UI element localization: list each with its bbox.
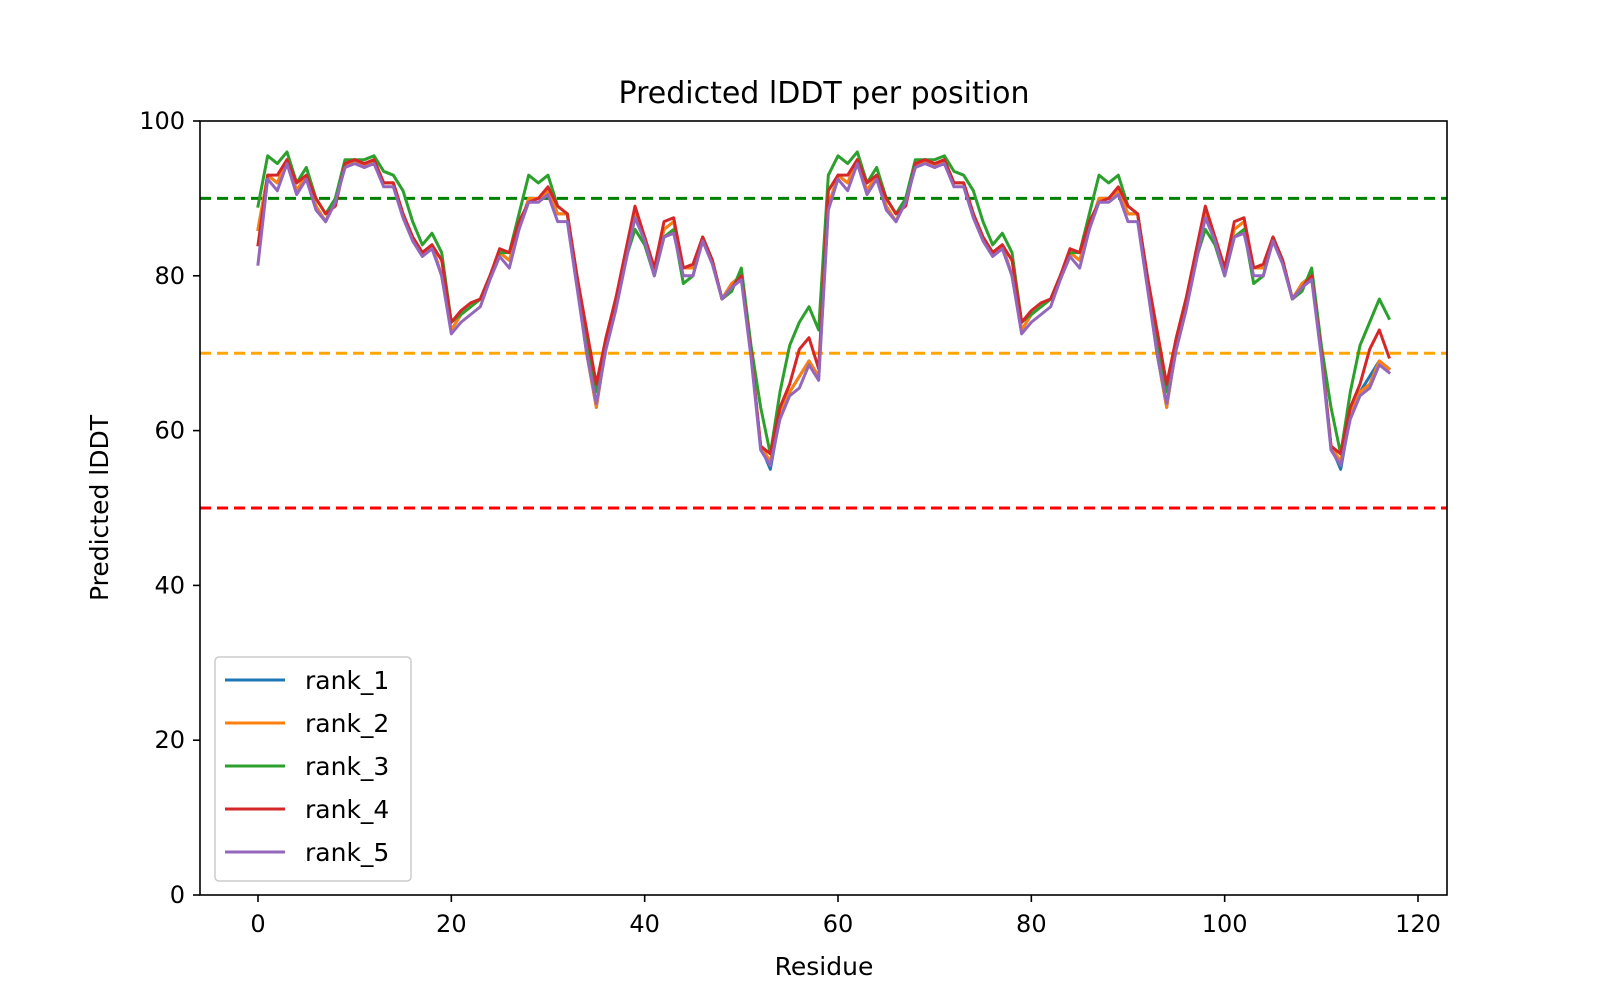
legend-label-rank_1: rank_1 xyxy=(305,666,389,695)
x-tick-label: 60 xyxy=(823,910,854,938)
legend-label-rank_4: rank_4 xyxy=(305,795,389,824)
series-layer xyxy=(256,150,1392,471)
series-line-rank_5 xyxy=(256,162,1392,467)
x-axis: 0 20 40 60 80 100 120 xyxy=(250,895,1441,938)
x-tick-label: 40 xyxy=(629,910,660,938)
legend-label-rank_3: rank_3 xyxy=(305,752,389,781)
legend: rank_1 rank_2 rank_3 rank_4 rank_5 xyxy=(214,656,412,882)
y-tick-label: 0 xyxy=(170,881,185,909)
y-tick-label: 80 xyxy=(154,262,185,290)
x-tick-label: 80 xyxy=(1016,910,1047,938)
y-axis: 0 20 40 60 80 100 xyxy=(139,107,200,909)
x-tick-label: 100 xyxy=(1202,910,1248,938)
legend-label-rank_2: rank_2 xyxy=(305,709,389,738)
y-tick-label: 20 xyxy=(154,726,185,754)
chart-title: Predicted lDDT per position xyxy=(619,76,1030,111)
reference-lines xyxy=(200,196,1447,510)
x-tick-label: 120 xyxy=(1395,910,1441,938)
x-tick-label: 0 xyxy=(250,910,265,938)
x-tick-label: 20 xyxy=(436,910,467,938)
y-tick-label: 60 xyxy=(154,417,185,445)
y-tick-label: 40 xyxy=(154,571,185,599)
legend-box xyxy=(214,656,412,882)
plot-frame xyxy=(199,120,1448,896)
x-axis-label: Residue xyxy=(775,952,874,981)
y-tick-label: 100 xyxy=(139,107,185,135)
legend-label-rank_5: rank_5 xyxy=(305,838,389,867)
y-axis-label: Predicted lDDT xyxy=(85,414,114,601)
